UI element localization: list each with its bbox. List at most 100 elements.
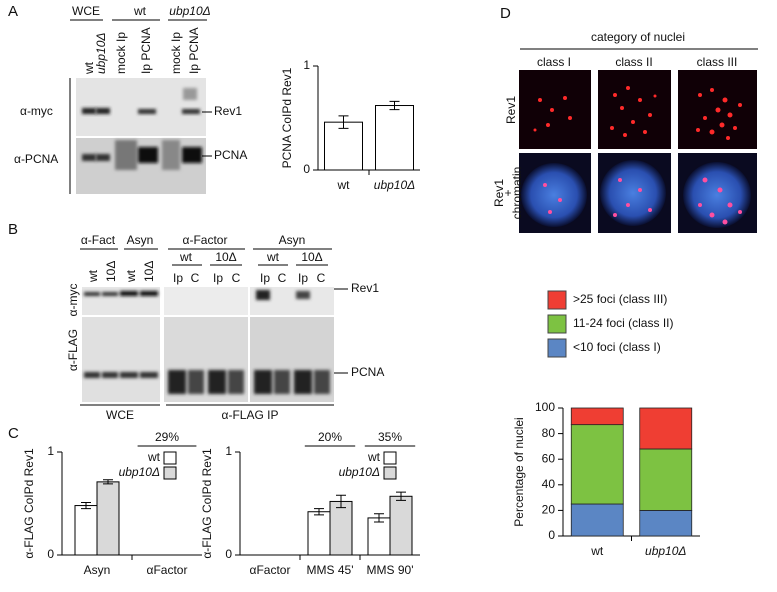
- y-tick-label: 20: [542, 503, 556, 517]
- bar-segment: [639, 448, 693, 511]
- x-tick-label: MMS 90': [367, 563, 414, 577]
- y-tick-label: 0: [225, 547, 232, 561]
- legend-swatch: [547, 290, 567, 310]
- lane-label: wt: [82, 61, 96, 75]
- group-label: Asyn: [127, 233, 154, 247]
- lane-label: wt: [124, 269, 138, 283]
- y-axis-label: PCNA CoIPd Rev1: [280, 67, 294, 168]
- legend-label: wt: [147, 450, 161, 464]
- y-tick-label: 100: [535, 400, 555, 414]
- lane-label: 10Δ: [215, 250, 236, 264]
- y-tick-label: 1: [225, 444, 232, 458]
- bar: [389, 495, 413, 556]
- bar: [96, 481, 120, 556]
- fraction-label: C: [317, 271, 326, 285]
- bar: [367, 517, 391, 556]
- y-tick-label: 1: [303, 58, 310, 72]
- legend-swatch: [547, 338, 567, 358]
- bar-segment: [639, 509, 693, 537]
- lane-label: 10Δ: [301, 250, 322, 264]
- panel-label: A: [8, 3, 18, 20]
- row-label: chromatin: [510, 167, 524, 220]
- legend-swatch: [547, 314, 567, 334]
- legend-label: ubp10Δ: [339, 465, 380, 479]
- panel-label: C: [8, 425, 19, 442]
- x-tick-label: αFactor: [147, 563, 188, 577]
- row-label: α-myc: [66, 284, 80, 317]
- lane-label: ubp10Δ: [94, 33, 108, 74]
- lane-label: wt: [266, 250, 280, 264]
- lane-label: mock Ip: [169, 32, 183, 74]
- group-label: WCE: [72, 4, 100, 18]
- group-label: wt: [133, 4, 147, 18]
- x-tick-label: ubp10Δ: [374, 178, 415, 192]
- bar: [324, 121, 363, 171]
- x-tick-label: MMS 45': [307, 563, 354, 577]
- legend-swatch: [383, 466, 397, 480]
- bar: [307, 511, 331, 556]
- blot-a: WCE wt ubp10Δ wt ubp10Δ mock Ip Ip PCNA …: [14, 4, 247, 194]
- legend-label: 11-24 foci (class II): [573, 316, 673, 330]
- band-label: Rev1: [351, 281, 379, 295]
- bar: [74, 505, 98, 556]
- x-tick-label: wt: [590, 544, 604, 558]
- y-tick-label: 1: [47, 444, 54, 458]
- band-label: PCNA: [214, 148, 247, 162]
- fraction-label: Ip: [298, 271, 308, 285]
- bar-segment: [639, 407, 693, 450]
- bar: [375, 105, 414, 171]
- row-label: α-PCNA: [14, 152, 58, 166]
- class-label: class I: [537, 55, 571, 69]
- annotation: 35%: [378, 430, 402, 444]
- x-tick-label: Asyn: [84, 563, 111, 577]
- group-label: ubp10Δ: [169, 4, 210, 18]
- x-tick-label: αFactor: [250, 563, 291, 577]
- y-tick-label: 60: [542, 451, 556, 465]
- class-label: class II: [615, 55, 652, 69]
- legend-label: <10 foci (class I): [573, 340, 661, 354]
- band-label: PCNA: [351, 365, 384, 379]
- row-label: Rev1: [492, 179, 506, 207]
- fraction-label: C: [191, 271, 200, 285]
- row-label: α-myc: [20, 104, 53, 118]
- error-bar: [103, 479, 113, 485]
- x-tick-label: wt: [337, 178, 351, 192]
- fraction-label: Ip: [213, 271, 223, 285]
- y-axis-label: α-FLAG CoIPd Rev1: [200, 448, 214, 559]
- group-label: Asyn: [279, 233, 306, 247]
- panel-labels: A B C D: [8, 3, 511, 442]
- y-tick-label: 80: [542, 426, 556, 440]
- y-axis-label: Percentage of nuclei: [512, 417, 526, 526]
- bar-segment: [570, 407, 624, 426]
- group-label: α-Fact: [81, 233, 116, 247]
- legend-swatch: [163, 466, 177, 480]
- legend-swatch: [383, 451, 397, 465]
- blot-b: α-Fact Asyn α-Factor Asyn wt 10Δ wt 10Δ …: [66, 233, 384, 422]
- y-tick-label: 0: [303, 162, 310, 176]
- bar: [329, 500, 353, 556]
- error-bar: [338, 115, 349, 129]
- footer-label: α-FLAG IP: [222, 408, 279, 422]
- y-tick-label: 0: [47, 547, 54, 561]
- bar-segment: [570, 503, 624, 537]
- error-bar: [81, 501, 91, 510]
- y-tick-label: 40: [542, 477, 556, 491]
- error-bar: [374, 513, 384, 523]
- group-label: α-Factor: [183, 233, 228, 247]
- bar-segment: [570, 424, 624, 505]
- lane-label: 10Δ: [104, 261, 118, 282]
- error-bar: [336, 494, 346, 509]
- panel-label: B: [8, 221, 18, 238]
- lane-label: Ip PCNA: [139, 27, 153, 74]
- fraction-label: Ip: [173, 271, 183, 285]
- header: category of nuclei: [591, 30, 685, 44]
- lane-label: wt: [179, 250, 193, 264]
- row-label: Rev1: [504, 96, 518, 124]
- class-label: class III: [697, 55, 738, 69]
- annotation: 20%: [318, 430, 342, 444]
- lane-label: 10Δ: [142, 261, 156, 282]
- lane-label: wt: [86, 269, 100, 283]
- footer-label: WCE: [106, 408, 134, 422]
- row-label: α-FLAG: [66, 329, 80, 371]
